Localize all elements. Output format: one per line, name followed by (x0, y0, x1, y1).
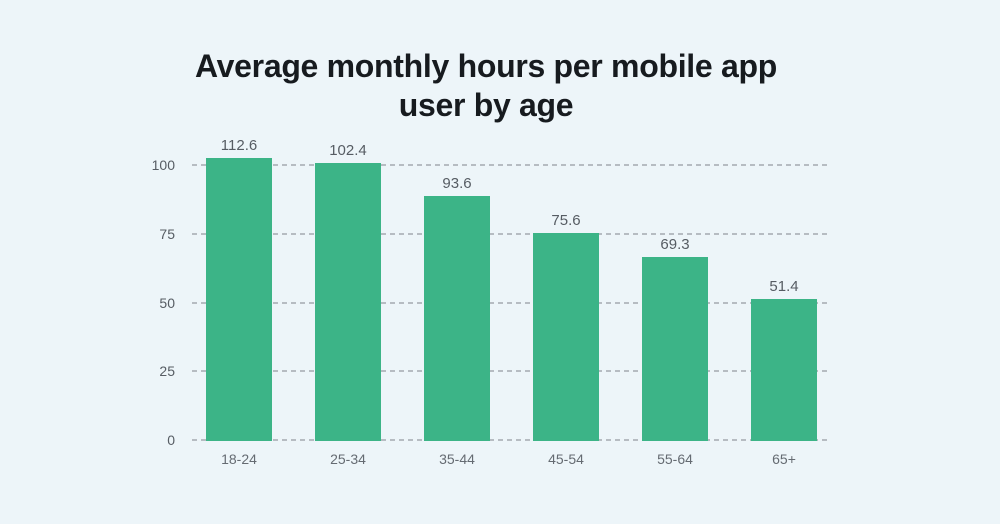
y-axis-tick-label-0: 0 (167, 432, 175, 448)
gridline-75 (192, 232, 830, 235)
bar-25-34 (315, 163, 381, 441)
x-axis-category-label-55-64: 55-64 (657, 451, 693, 467)
bar-35-44 (424, 196, 490, 441)
bar-value-label-35-44: 93.6 (442, 175, 472, 193)
bar-value-label-25-34: 102.4 (329, 142, 367, 160)
gridline-100 (192, 164, 830, 166)
x-axis-category-label-65+: 65+ (772, 451, 796, 467)
bar-value-label-55-64: 69.3 (660, 235, 690, 253)
y-axis-tick-label-25: 25 (159, 363, 175, 380)
x-axis-category-label-45-54: 45-54 (548, 451, 584, 467)
x-axis-category-label-35-44: 35-44 (439, 451, 475, 467)
x-axis-category-label-25-34: 25-34 (330, 451, 366, 467)
chart-title-line-1: Average monthly hours per mobile app (195, 48, 777, 84)
chart-title-line-2: user by age (398, 87, 574, 123)
y-axis-tick-label-100: 100 (151, 157, 175, 173)
x-axis-category-label-18-24: 18-24 (221, 451, 257, 467)
bar-65+ (751, 298, 817, 441)
bar-45-54 (533, 233, 599, 441)
gridline-0 (192, 439, 830, 441)
bar-value-label-18-24: 112.6 (220, 136, 258, 154)
bar-55-64 (642, 256, 708, 441)
bar-value-label-65+: 51.4 (769, 277, 799, 295)
gridline-50 (192, 301, 830, 304)
bar-value-label-45-54: 75.6 (551, 212, 581, 230)
y-axis-tick-label-50: 50 (159, 294, 175, 311)
bar-18-24 (206, 157, 272, 441)
y-axis-tick-label-75: 75 (159, 225, 175, 242)
gridline-25 (192, 370, 830, 373)
chart-title: Average monthly hours per mobile app use… (0, 47, 972, 125)
